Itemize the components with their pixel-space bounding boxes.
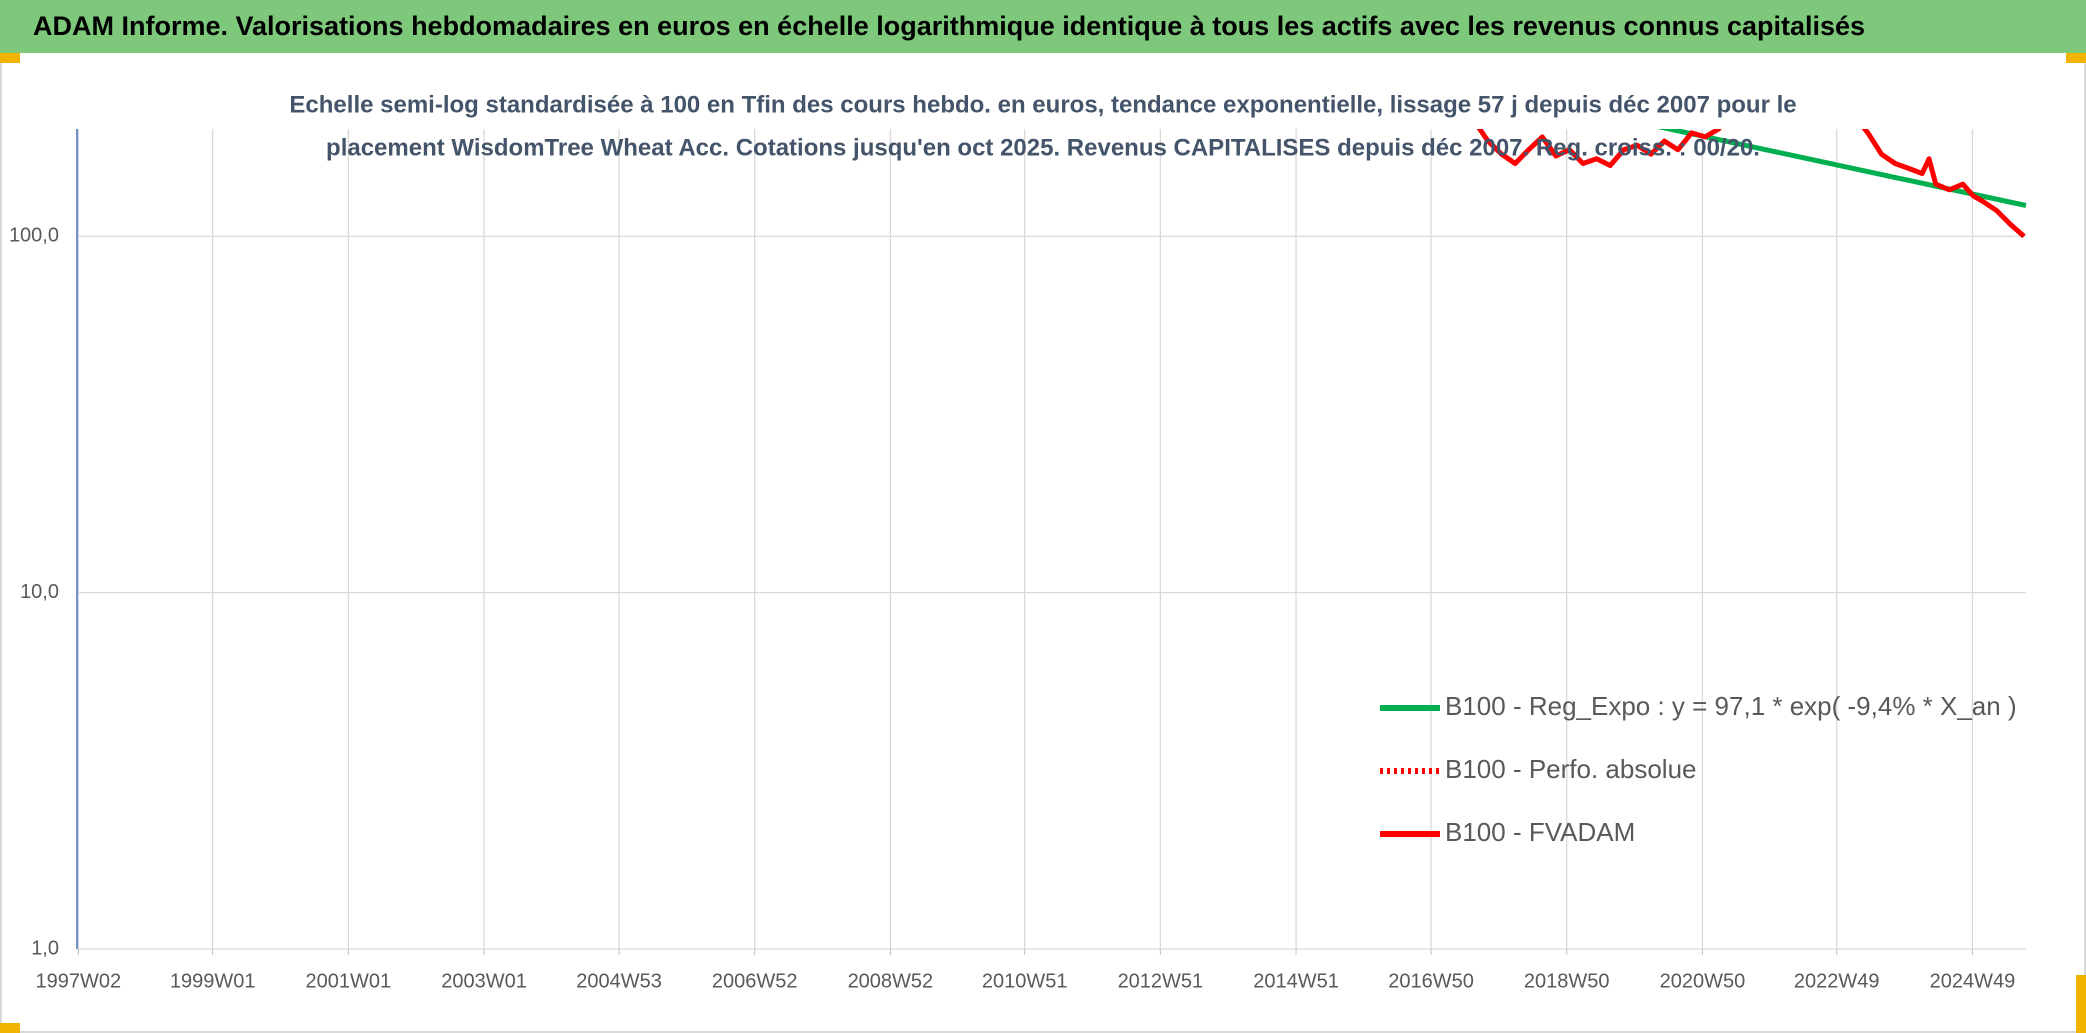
legend-label: B100 - FVADAM <box>1445 817 1635 847</box>
corner <box>0 1023 20 1033</box>
y-tick-label: 1,0 <box>31 937 59 959</box>
x-tick-label: 2006W52 <box>712 970 798 992</box>
y-tick-label: 10,0 <box>20 581 59 603</box>
legend-label: B100 - Perfo. absolue <box>1445 754 1697 784</box>
corner <box>0 53 20 63</box>
x-tick-label: 2004W53 <box>576 970 662 992</box>
series-line <box>1476 129 2026 239</box>
y-tick-label: 100,0 <box>9 225 59 247</box>
legend-label: B100 - Reg_Expo : y = 97,1 * exp( -9,4% … <box>1445 691 2017 721</box>
x-tick-label: 2012W51 <box>1118 970 1204 992</box>
subtitle: placement WisdomTree Wheat Acc. Cotation… <box>326 134 1760 161</box>
corner <box>2066 53 2086 63</box>
subtitle: Echelle semi-log standardisée à 100 en T… <box>289 91 1796 118</box>
x-tick-label: 2014W51 <box>1253 970 1339 992</box>
header-band <box>0 0 2086 53</box>
x-tick-label: 2016W50 <box>1388 970 1474 992</box>
x-tick-label: 2010W51 <box>982 970 1068 992</box>
x-tick-label: 1997W02 <box>36 970 122 992</box>
x-tick-label: 1999W01 <box>170 970 256 992</box>
x-tick-label: 2003W01 <box>441 970 527 992</box>
x-tick-label: 2020W50 <box>1660 970 1746 992</box>
x-tick-label: 2001W01 <box>306 970 392 992</box>
x-tick-label: 2008W52 <box>848 970 934 992</box>
x-tick-label: 2024W49 <box>1930 970 2016 992</box>
x-tick-label: 2018W50 <box>1524 970 1610 992</box>
corner <box>2076 975 2086 1033</box>
x-tick-label: 2022W49 <box>1794 970 1880 992</box>
chart-title: ADAM Informe. Valorisations hebdomadaire… <box>33 11 1865 41</box>
